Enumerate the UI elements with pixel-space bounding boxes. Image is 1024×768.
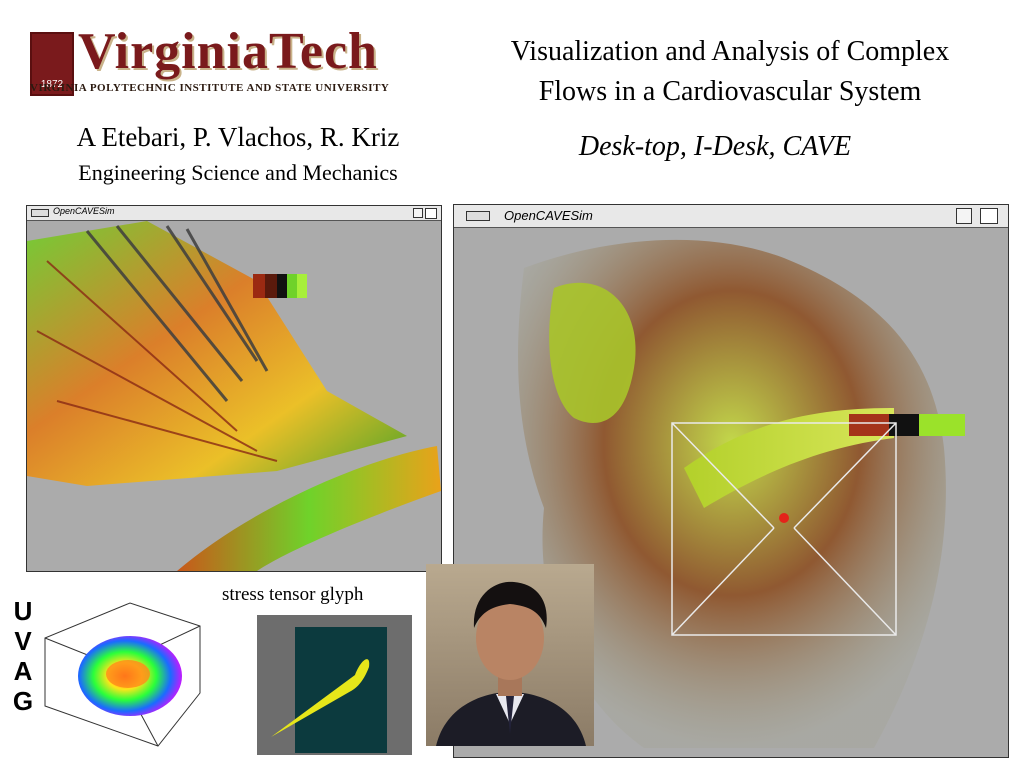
uvag-letter: V <box>14 626 32 656</box>
department: Engineering Science and Mechanics <box>78 160 398 185</box>
uvag-letter: G <box>12 686 34 716</box>
uvag-letter: U <box>13 596 33 626</box>
window-maximize-button[interactable] <box>425 208 437 219</box>
glyph-caption: stress tensor glyph <box>222 584 364 605</box>
window-minimize-button[interactable] <box>956 208 972 224</box>
stress-tensor-glyph-image <box>257 615 412 755</box>
opencavesim-window-left: OpenCAVESim <box>26 205 442 572</box>
logo-subtitle: VIRGINIA POLYTECHNIC INSTITUTE AND STATE… <box>30 82 390 94</box>
window-menu-button[interactable] <box>466 211 490 221</box>
virginia-tech-logo: 1872 VirginiaTech VIRGINIA POLYTECHNIC I… <box>26 23 408 102</box>
slide-subtitle: Desk-top, I-Desk, CAVE <box>578 131 852 162</box>
logo-wordmark: VirginiaTech <box>78 23 378 80</box>
tensor-3d-plot <box>44 602 201 747</box>
window-minimize-button[interactable] <box>413 208 423 218</box>
window-title: OpenCAVESim <box>53 206 115 216</box>
flow-visualization-left <box>27 221 441 571</box>
title-line-2: Flows in a Cardiovascular System <box>538 76 922 107</box>
window-titlebar: OpenCAVESim <box>454 205 1008 228</box>
flow-visualization-right <box>518 239 965 749</box>
author-portrait-photo <box>426 564 594 746</box>
title-line-1: Visualization and Analysis of Complex <box>510 36 950 67</box>
window-titlebar: OpenCAVESim <box>27 206 441 221</box>
uvag-letter: A <box>13 656 33 686</box>
window-title: OpenCAVESim <box>504 208 593 223</box>
logo-seal: 1872 <box>30 32 74 96</box>
authors: A Etebari, P. Vlachos, R. Kriz <box>76 122 400 152</box>
window-maximize-button[interactable] <box>980 208 998 224</box>
slide-title: Visualization and Analysis of Complex Fl… <box>440 32 1020 112</box>
window-menu-button[interactable] <box>31 209 49 217</box>
uvag-label: U V A G <box>8 596 38 716</box>
